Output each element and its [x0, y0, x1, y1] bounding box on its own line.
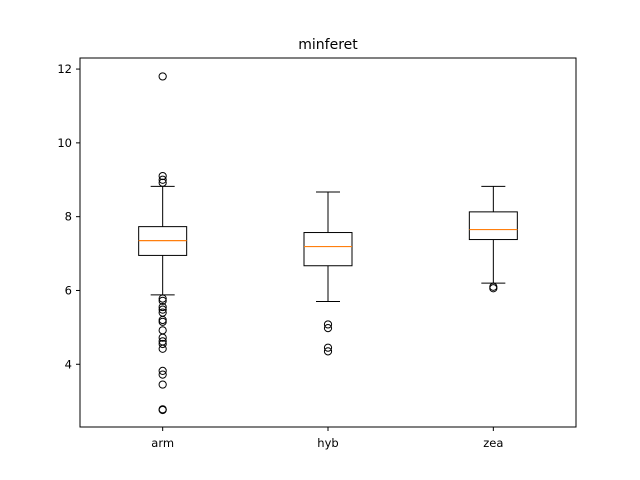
- y-tick-label: 6: [65, 283, 72, 297]
- outlier-point: [158, 305, 167, 314]
- outlier-point: [158, 366, 167, 376]
- outlier-point: [158, 317, 167, 326]
- outlier-point: [158, 380, 167, 389]
- outlier-point: [158, 72, 167, 81]
- y-tick-label: 10: [57, 136, 72, 150]
- plot-area: 4 6 8 10 12 arm hyb zea: [57, 62, 518, 450]
- outlier-point: [323, 347, 333, 356]
- outlier-point: [158, 178, 167, 187]
- y-tick-label: 12: [57, 62, 72, 76]
- outlier-point: [158, 296, 167, 305]
- outlier-point: [158, 171, 167, 181]
- x-tick-label: arm: [151, 436, 174, 450]
- x-tick-label: zea: [483, 436, 503, 450]
- outlier-point: [158, 370, 167, 379]
- x-tick-label: hyb: [317, 436, 338, 450]
- outlier-point: [323, 343, 333, 352]
- axes-frame: [79, 57, 577, 428]
- y-tick-label: 8: [65, 210, 72, 224]
- outlier-point: [158, 405, 167, 415]
- outlier-point: [158, 294, 167, 303]
- outlier-point: [158, 344, 167, 353]
- chart-title: minferet: [298, 37, 358, 53]
- outlier-point: [323, 324, 333, 333]
- outlier-point: [158, 175, 167, 184]
- outlier-point: [158, 333, 167, 342]
- outlier-point: [489, 284, 498, 293]
- box-zea: [468, 211, 518, 241]
- outlier-point: [158, 339, 167, 349]
- box-hyb: [303, 232, 353, 267]
- outlier-point: [323, 320, 333, 329]
- y-tick-label: 4: [65, 357, 72, 371]
- outlier-point: [158, 302, 167, 312]
